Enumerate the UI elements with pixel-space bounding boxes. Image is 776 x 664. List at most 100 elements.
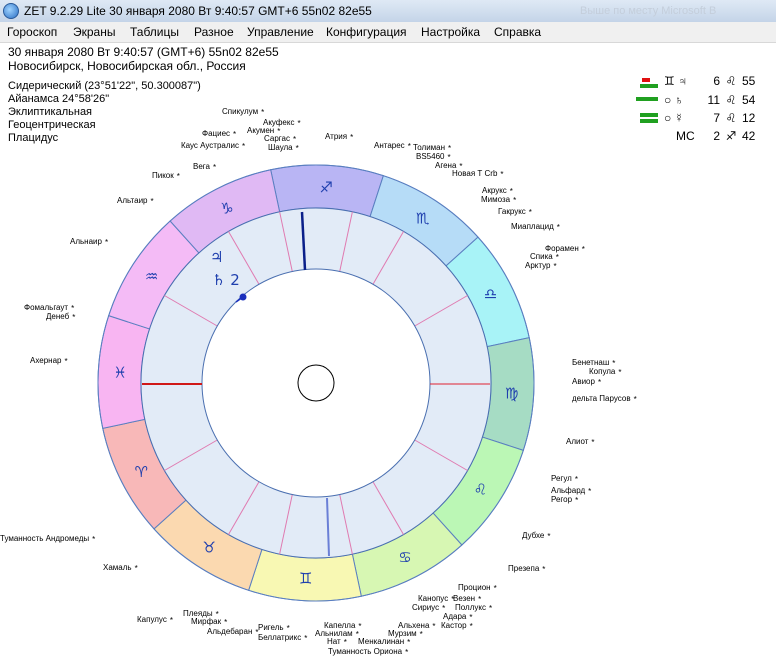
star-label: Акуфекс: [263, 118, 294, 127]
star-label: Шаула: [268, 143, 293, 152]
star-marker: *: [72, 313, 75, 322]
star-label: Сириус: [412, 603, 439, 612]
app-icon[interactable]: [3, 3, 19, 19]
fixed-stars: Акуфекс *Спикулум *Акумен *Фациес * Саргас *Ка…: [0, 107, 637, 657]
planet-glyph[interactable]: ♃: [210, 248, 223, 266]
zodiac-signs: ♐︎ ♏︎ ♎︎ ♍︎ ♌︎ ♋︎ ♊︎ ♉︎ ♈︎ ♓︎ ♒︎ ♑︎: [114, 178, 519, 587]
star-marker: *: [405, 648, 408, 657]
star-marker: *: [582, 245, 585, 254]
star-label: Туманность Андромеды: [0, 534, 89, 543]
star-label: Авиор: [572, 377, 596, 386]
house-cusp: [414, 439, 468, 471]
star-marker: *: [233, 130, 236, 139]
aspect-row: ○ ☿ 7 ♌︎ 12: [664, 111, 755, 127]
menu-6[interactable]: Настройка: [421, 25, 481, 39]
aspect-sign: ♐︎: [725, 129, 737, 143]
aspect-degree: 7: [713, 111, 720, 125]
sign-glyph: ♍︎: [505, 384, 518, 402]
star-label: Акрукс: [482, 186, 507, 195]
star-marker: *: [293, 135, 296, 144]
menu-0[interactable]: Гороскоп: [7, 25, 58, 39]
title-bar: ZET 9.2.29 Lite 30 января 2080 Вт 9:40:5…: [0, 0, 776, 23]
star-marker: *: [64, 357, 67, 366]
sign-glyph: ♐︎: [320, 178, 333, 196]
star-label: Атрия: [325, 132, 347, 141]
star-marker: *: [71, 304, 74, 313]
aspect-row: ○ ♄ 11 ♌︎ 54: [664, 93, 755, 109]
star-marker: *: [451, 595, 454, 604]
sign-glyph: ♈︎: [135, 463, 148, 481]
star-marker: *: [513, 196, 516, 205]
star-label: Менкалинан: [358, 637, 404, 646]
sign-glyph: ♎︎: [484, 285, 497, 303]
aspect-bar-green: [640, 84, 658, 88]
ic-axis: [326, 497, 330, 557]
menu-2[interactable]: Таблицы: [130, 25, 180, 39]
menu-3[interactable]: Разное: [194, 25, 234, 39]
star-marker: *: [242, 142, 245, 151]
star-marker: *: [469, 613, 472, 622]
star-label: Копула: [589, 367, 616, 376]
star-label: Мурзим: [388, 629, 417, 638]
star-label: Мирфак: [191, 617, 222, 626]
menu-7[interactable]: Справка: [494, 25, 542, 39]
house-cusps: [164, 211, 468, 555]
star-marker: *: [598, 378, 601, 387]
star-label: Альхена: [398, 621, 430, 630]
star-label: Антарес: [374, 141, 405, 150]
sign-glyph: ♓︎: [114, 364, 127, 382]
star-label: Альнилам: [315, 629, 353, 638]
star-label: Адара: [443, 612, 467, 621]
aspect-minutes: 54: [742, 93, 756, 107]
star-label: Канопус: [418, 594, 448, 603]
center-circle: [297, 364, 335, 402]
star-marker: *: [556, 253, 559, 262]
star-label: Ригель: [258, 623, 284, 632]
star-label: Альнаир: [70, 237, 103, 246]
star-label: дельта Парусов: [572, 394, 631, 403]
house-cusp: [372, 231, 404, 285]
star-label: Арктур: [525, 261, 551, 270]
star-label: Акумен: [247, 126, 274, 135]
star-label: Презепа: [508, 564, 540, 573]
star-marker: *: [358, 622, 361, 631]
main-axes: [142, 211, 490, 557]
star-marker: *: [478, 595, 481, 604]
aspect-bar-green: [636, 97, 658, 101]
star-label: Альфард: [551, 486, 585, 495]
star-label: Саргас: [264, 134, 290, 143]
star-label: Капулус: [137, 615, 167, 624]
planet-glyph[interactable]: ♄ 2: [212, 271, 240, 289]
star-marker: *: [494, 584, 497, 593]
star-marker: *: [304, 634, 307, 643]
setting-coordinates: Эклиптикальная: [8, 106, 93, 118]
star-marker: *: [470, 622, 473, 631]
star-marker: *: [277, 127, 280, 136]
star-label: Каус Аустралис: [181, 141, 239, 150]
star-marker: *: [459, 162, 462, 171]
menu-5[interactable]: Конфигурация: [326, 25, 407, 39]
star-marker: *: [547, 532, 550, 541]
aspect-minutes: 42: [742, 129, 756, 143]
star-marker: *: [420, 630, 423, 639]
star-marker: *: [356, 630, 359, 639]
planet-pointer: [235, 296, 244, 303]
star-marker: *: [591, 438, 594, 447]
star-label: Поллукс: [455, 603, 486, 612]
setting-centric: Геоцентрическая: [8, 119, 96, 131]
planets: ♃ ♄ 2: [210, 248, 247, 303]
star-label: Толиман: [413, 143, 445, 152]
aspect-degree: 2: [713, 129, 720, 143]
star-label: Бенетнаш: [572, 358, 609, 367]
star-label: Фациес: [202, 129, 230, 138]
star-label: Спикулум: [222, 107, 258, 116]
star-marker: *: [297, 119, 300, 128]
aspect-bar-green: [640, 119, 658, 123]
aspect-sign: ♌︎: [725, 111, 737, 125]
aspect-sign: ♌︎: [725, 74, 737, 88]
star-marker: *: [350, 133, 353, 142]
menu-1[interactable]: Экраны: [73, 25, 116, 39]
star-marker: *: [612, 359, 615, 368]
menu-4[interactable]: Управление: [247, 25, 314, 39]
